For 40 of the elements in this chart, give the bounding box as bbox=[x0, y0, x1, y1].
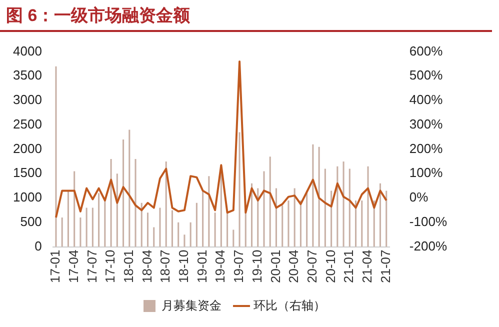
x-tick-label: 21-07 bbox=[378, 250, 393, 283]
x-tick-label: 19-10 bbox=[249, 250, 264, 283]
y-tick-label: 500 bbox=[20, 214, 42, 229]
y2-tick-label: 0% bbox=[409, 190, 429, 205]
x-tick-label: 17-04 bbox=[66, 250, 81, 283]
y-tick-label: 3500 bbox=[13, 68, 42, 83]
legend-label: 环比（右轴） bbox=[254, 298, 326, 312]
y-tick-label: 2500 bbox=[13, 116, 42, 132]
x-tick-label: 17-07 bbox=[84, 250, 100, 283]
x-tick-label: 21-01 bbox=[341, 250, 356, 283]
x-tick-label: 19-01 bbox=[194, 250, 210, 283]
y-tick-label: 1000 bbox=[13, 190, 42, 205]
y-tick-label: 3000 bbox=[13, 92, 42, 108]
x-tick-label: 18-07 bbox=[158, 250, 173, 283]
y2-tick-label: 600% bbox=[409, 43, 444, 58]
y2-tick-label: 500% bbox=[409, 68, 444, 83]
y-tick-label: 2000 bbox=[13, 140, 42, 156]
x-tick-label: 20-04 bbox=[286, 250, 302, 283]
y2-tick-label: 300% bbox=[409, 116, 444, 132]
x-tick-label: 21-04 bbox=[360, 250, 375, 283]
y2-tick-label: -200% bbox=[409, 238, 448, 254]
y-tick-label: 1500 bbox=[13, 165, 42, 180]
y2-tick-label: 200% bbox=[409, 140, 444, 156]
x-tick-label: 19-07 bbox=[231, 250, 246, 283]
x-tick-label: 18-04 bbox=[139, 250, 154, 283]
x-tick-label: 18-10 bbox=[176, 250, 192, 283]
y-tick-label: 0 bbox=[34, 238, 42, 254]
y-tick-label: 4000 bbox=[13, 43, 42, 58]
x-tick-label: 20-01 bbox=[268, 250, 283, 283]
x-tick-label: 18-01 bbox=[120, 250, 136, 283]
x-tick-label: 20-10 bbox=[322, 250, 338, 283]
chart-title: 图 6：一级市场融资金额 bbox=[0, 0, 492, 32]
y2-tick-label: 100% bbox=[409, 165, 444, 180]
legend-label: 月募集资金 bbox=[162, 298, 222, 312]
x-tick-label: 17-01 bbox=[48, 250, 63, 283]
y2-tick-label: 400% bbox=[409, 92, 444, 108]
x-tick-label: 17-10 bbox=[102, 250, 118, 283]
y2-tick-label: -100% bbox=[409, 214, 448, 229]
x-tick-label: 20-07 bbox=[304, 250, 320, 283]
x-tick-label: 19-04 bbox=[212, 250, 228, 283]
